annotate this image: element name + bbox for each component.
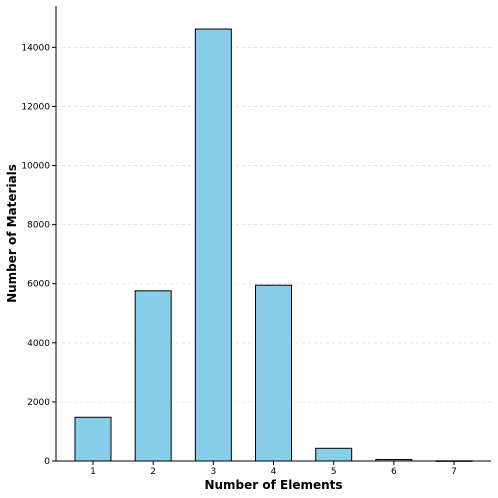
y-tick-label: 8000 (27, 221, 50, 231)
x-tick-label: 3 (210, 467, 216, 477)
y-tick-label: 4000 (27, 339, 50, 349)
x-tick-label: 7 (451, 467, 457, 477)
bar-1 (74, 416, 112, 462)
y-tick-label: 2000 (27, 398, 50, 408)
grid-lines (56, 46, 491, 403)
y-tick-label: 10000 (21, 162, 50, 172)
x-tick-label: 2 (150, 467, 156, 477)
x-tick-label: 4 (271, 467, 277, 477)
y-tick-label: 14000 (21, 43, 50, 53)
x-tick-label: 1 (90, 467, 96, 477)
x-tick-label: 6 (391, 467, 397, 477)
bar-2 (134, 290, 172, 462)
y-ticks: 0 2000 4000 6000 8000 10000 12000 14000 (21, 43, 56, 467)
y-tick-label: 12000 (21, 102, 50, 112)
bars (74, 28, 473, 462)
y-tick-label: 6000 (27, 280, 50, 290)
bar-3 (194, 28, 232, 462)
x-axis-title: Number of Elements (204, 478, 342, 492)
x-tick-label: 5 (331, 467, 337, 477)
y-axis-title: Number of Materials (5, 164, 19, 303)
bar-5 (315, 447, 353, 462)
bar-4 (255, 284, 293, 462)
y-tick-label: 0 (44, 457, 50, 467)
x-ticks: 1 2 3 4 5 6 7 (90, 461, 457, 477)
